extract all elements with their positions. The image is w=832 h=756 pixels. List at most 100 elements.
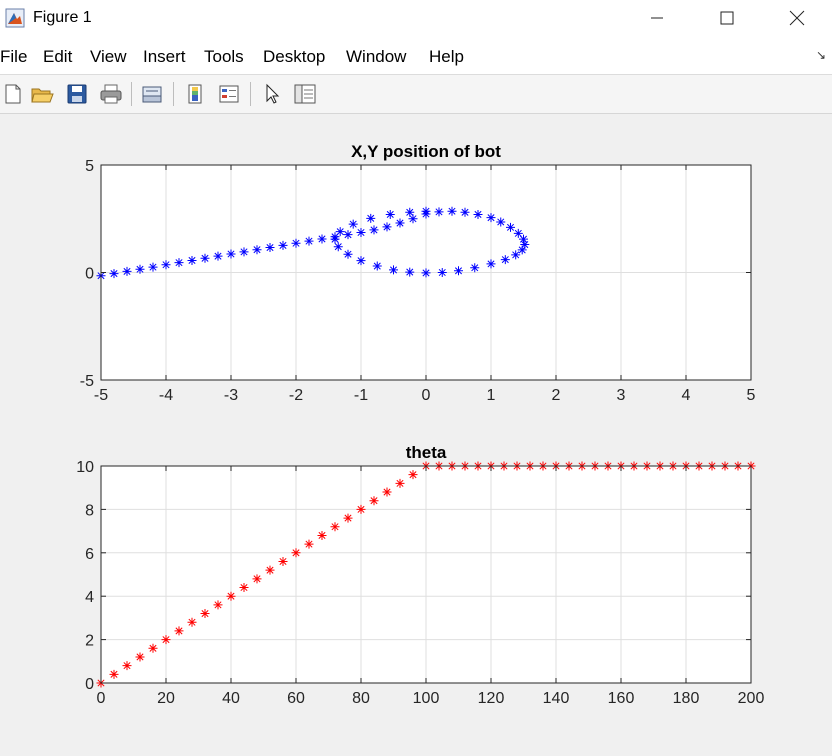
window-title: Figure 1 bbox=[33, 9, 92, 26]
y-tick-label: 5 bbox=[85, 158, 94, 175]
data-point bbox=[382, 487, 392, 497]
x-tick-label: 4 bbox=[682, 387, 691, 404]
data-point bbox=[343, 249, 353, 259]
matlab-figure-icon bbox=[5, 8, 25, 28]
data-point bbox=[135, 652, 145, 662]
dock-arrow-icon[interactable]: ↘ bbox=[815, 48, 826, 62]
data-point bbox=[122, 266, 132, 276]
link-plot-button[interactable] bbox=[139, 81, 165, 107]
y-tick-label: 10 bbox=[76, 459, 94, 476]
insert-colorbar-button[interactable] bbox=[182, 81, 208, 107]
menu-desktop[interactable]: Desktop bbox=[263, 47, 326, 66]
data-point bbox=[369, 225, 379, 235]
data-point bbox=[473, 209, 483, 219]
data-point bbox=[213, 251, 223, 261]
minimize-icon bbox=[651, 17, 663, 19]
figure-toolbar bbox=[0, 75, 832, 114]
menu-view[interactable]: View bbox=[90, 47, 127, 66]
chart-title: theta bbox=[406, 443, 447, 462]
x-tick-label: 60 bbox=[287, 690, 305, 707]
x-tick-label: -1 bbox=[354, 387, 368, 404]
data-point bbox=[187, 255, 197, 265]
edit-plot-button[interactable] bbox=[259, 81, 285, 107]
property-inspector-button[interactable] bbox=[292, 81, 318, 107]
data-point bbox=[408, 214, 418, 224]
menu-file[interactable]: File bbox=[0, 47, 28, 66]
open-file-button[interactable] bbox=[29, 81, 55, 107]
close-button[interactable] bbox=[762, 0, 832, 36]
data-point bbox=[356, 504, 366, 514]
new-figure-icon bbox=[5, 84, 21, 104]
figure-canvas: -5 -4 -3 -2 -1 0 1 2 3 4 5 -5 0 5 X,Y position of bot 0… bbox=[0, 114, 832, 751]
data-point bbox=[200, 253, 210, 263]
data-point bbox=[517, 245, 527, 255]
insert-colorbar-icon bbox=[188, 84, 202, 104]
x-tick-label: 80 bbox=[352, 690, 370, 707]
maximize-button[interactable] bbox=[692, 0, 762, 36]
menu-window[interactable]: Window bbox=[346, 47, 407, 66]
figure-plot-svg: -5 -4 -3 -2 -1 0 1 2 3 4 5 -5 0 5 X,Y position of bot 0… bbox=[76, 142, 764, 707]
data-point bbox=[405, 207, 415, 217]
data-point bbox=[135, 264, 145, 274]
data-point bbox=[239, 583, 249, 593]
menu-insert[interactable]: Insert bbox=[143, 47, 186, 66]
data-point bbox=[408, 470, 418, 480]
print-button[interactable] bbox=[98, 81, 124, 107]
data-point bbox=[187, 617, 197, 627]
x-tick-label: 0 bbox=[97, 690, 106, 707]
menubar: File Edit View Insert Tools Desktop Wind… bbox=[0, 38, 832, 75]
data-point bbox=[519, 234, 528, 244]
y-tick-label: 0 bbox=[85, 266, 94, 283]
maximize-icon bbox=[720, 11, 734, 25]
data-point bbox=[174, 626, 184, 636]
data-point bbox=[460, 207, 470, 217]
data-point bbox=[239, 247, 249, 257]
data-point bbox=[291, 548, 301, 558]
data-point bbox=[486, 259, 496, 269]
x-tick-label: 120 bbox=[478, 690, 505, 707]
data-point bbox=[122, 661, 132, 671]
data-point bbox=[520, 240, 530, 250]
data-point bbox=[200, 609, 210, 619]
data-point bbox=[496, 217, 506, 227]
data-point bbox=[304, 236, 314, 246]
data-point bbox=[343, 513, 353, 523]
data-point bbox=[385, 209, 395, 219]
menu-help[interactable]: Help bbox=[429, 47, 464, 66]
y-tick-label: 4 bbox=[85, 589, 94, 606]
save-button[interactable] bbox=[64, 81, 90, 107]
minimize-button[interactable] bbox=[622, 0, 692, 36]
menu-tools[interactable]: Tools bbox=[204, 47, 244, 66]
data-point bbox=[333, 242, 343, 252]
data-point bbox=[252, 245, 262, 255]
data-point bbox=[109, 669, 119, 679]
series-1 bbox=[96, 206, 530, 281]
property-inspector-icon bbox=[294, 84, 316, 104]
x-tick-label: 200 bbox=[738, 690, 765, 707]
data-point bbox=[395, 218, 405, 228]
data-point bbox=[226, 591, 236, 601]
y-tick-label: 8 bbox=[85, 502, 94, 519]
close-icon bbox=[789, 10, 805, 26]
insert-legend-icon bbox=[219, 85, 239, 103]
data-point bbox=[161, 635, 171, 645]
data-point bbox=[372, 261, 382, 271]
x-tick-label: 40 bbox=[222, 690, 240, 707]
x-tick-label: 180 bbox=[673, 690, 700, 707]
data-point bbox=[389, 265, 398, 275]
window-titlebar: Figure 1 bbox=[0, 0, 832, 38]
x-tick-label: 0 bbox=[422, 387, 431, 404]
y-tick-label: -5 bbox=[80, 373, 94, 390]
data-point bbox=[369, 496, 379, 506]
data-point bbox=[226, 249, 236, 259]
data-point bbox=[421, 206, 431, 216]
data-point bbox=[348, 219, 358, 229]
new-figure-button[interactable] bbox=[0, 81, 26, 107]
insert-legend-button[interactable] bbox=[216, 81, 242, 107]
edit-plot-icon bbox=[266, 83, 280, 104]
y-tick-label: 2 bbox=[85, 633, 94, 650]
axes-2: 0 20 40 60 80 100 120 140 160 180 200 0 2 4 6 8 10 theta bbox=[76, 443, 764, 707]
menu-edit[interactable]: Edit bbox=[43, 47, 73, 66]
data-point bbox=[437, 268, 447, 277]
data-point bbox=[356, 256, 366, 266]
